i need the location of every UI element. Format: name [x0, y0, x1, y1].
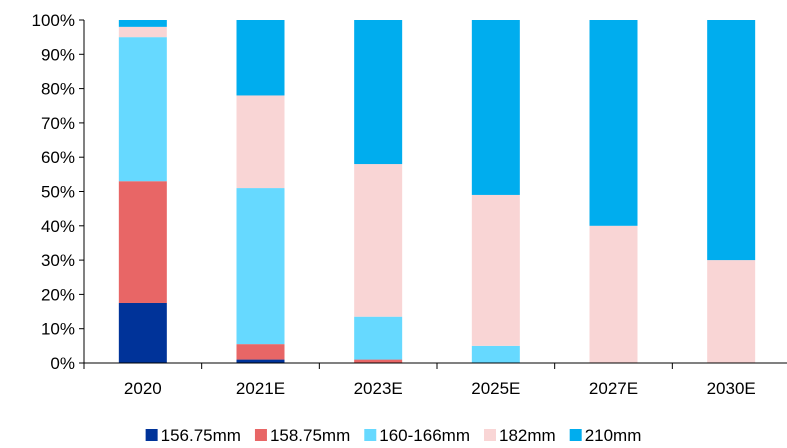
bar-segment-210mm-2023e	[354, 20, 403, 165]
bar-segment-210mm-2030e	[707, 20, 756, 261]
bar-segment-182mm-2020	[118, 26, 167, 38]
legend-swatch	[484, 429, 496, 441]
legend-item: 158.75mm	[254, 426, 350, 445]
bar-segment-182mm-2030e	[707, 260, 756, 363]
legend-label: 156.75mm	[161, 426, 241, 445]
y-tick-label: 0%	[50, 354, 75, 373]
bar-segment-158-75mm-2021e	[236, 344, 285, 360]
plot-area	[118, 20, 756, 363]
bar-segment-182mm-2023e	[354, 164, 403, 317]
bar-segment-156-75mm-2020	[118, 302, 167, 363]
legend-item: 160-166mm	[364, 426, 470, 445]
legend-item: 182mm	[484, 426, 556, 445]
y-tick-label: 50%	[41, 183, 75, 202]
bar-segment-182mm-2025e	[471, 194, 520, 346]
x-axis: 2020 2021E 2023E 2025E 2027E 2030E	[83, 362, 787, 398]
bar-segment-210mm-2027e	[589, 20, 638, 226]
y-tick-label: 70%	[41, 114, 75, 133]
x-tick-label: 2025E	[471, 379, 520, 398]
y-tick-label: 40%	[41, 217, 75, 236]
y-tick-label: 90%	[41, 45, 75, 64]
x-tick-label: 2030E	[707, 379, 756, 398]
bar-segment-210mm-2025e	[471, 20, 520, 195]
bar-segment-160-166mm-2021e	[236, 188, 285, 345]
y-tick-label: 80%	[41, 80, 75, 99]
legend-swatch	[364, 429, 377, 441]
legend: 156.75mm 158.75mm 160-166mm 182mm 210mm	[145, 426, 642, 445]
bar-segment-182mm-2021e	[236, 95, 285, 189]
x-tick-label: 2020	[124, 379, 162, 398]
bar-segment-158-75mm-2020	[118, 181, 167, 303]
y-tick-label: 10%	[41, 320, 75, 339]
y-tick-label: 100%	[32, 11, 75, 30]
legend-swatch	[569, 429, 582, 441]
legend-swatch	[254, 429, 267, 441]
x-tick-label: 2027E	[589, 379, 638, 398]
bar-segment-156-75mm-2021e	[236, 359, 285, 363]
legend-label: 158.75mm	[270, 426, 350, 445]
bar-segment-160-166mm-2025e	[471, 345, 520, 363]
y-tick-label: 20%	[41, 285, 75, 304]
bar-segment-158-75mm-2023e	[354, 359, 403, 363]
bar-segment-182mm-2027e	[589, 225, 638, 363]
y-tick-label: 60%	[41, 148, 75, 167]
legend-label: 210mm	[585, 426, 642, 445]
y-tick-label: 30%	[41, 251, 75, 270]
legend-label: 182mm	[499, 426, 556, 445]
legend-swatch	[145, 429, 158, 441]
bar-segment-160-166mm-2023e	[354, 316, 403, 360]
x-tick-label: 2021E	[236, 379, 285, 398]
x-tick-label: 2023E	[354, 379, 403, 398]
bar-segment-210mm-2021e	[236, 20, 285, 96]
legend-label: 160-166mm	[379, 426, 470, 445]
y-axis: 0% 10% 20% 30% 40% 50% 60% 70% 80% 90% 100%	[32, 11, 85, 373]
legend-item: 156.75mm	[145, 426, 241, 445]
bar-segment-160-166mm-2020	[118, 37, 167, 182]
bar-segment-210mm-2020	[118, 20, 167, 27]
legend-item: 210mm	[569, 426, 642, 445]
